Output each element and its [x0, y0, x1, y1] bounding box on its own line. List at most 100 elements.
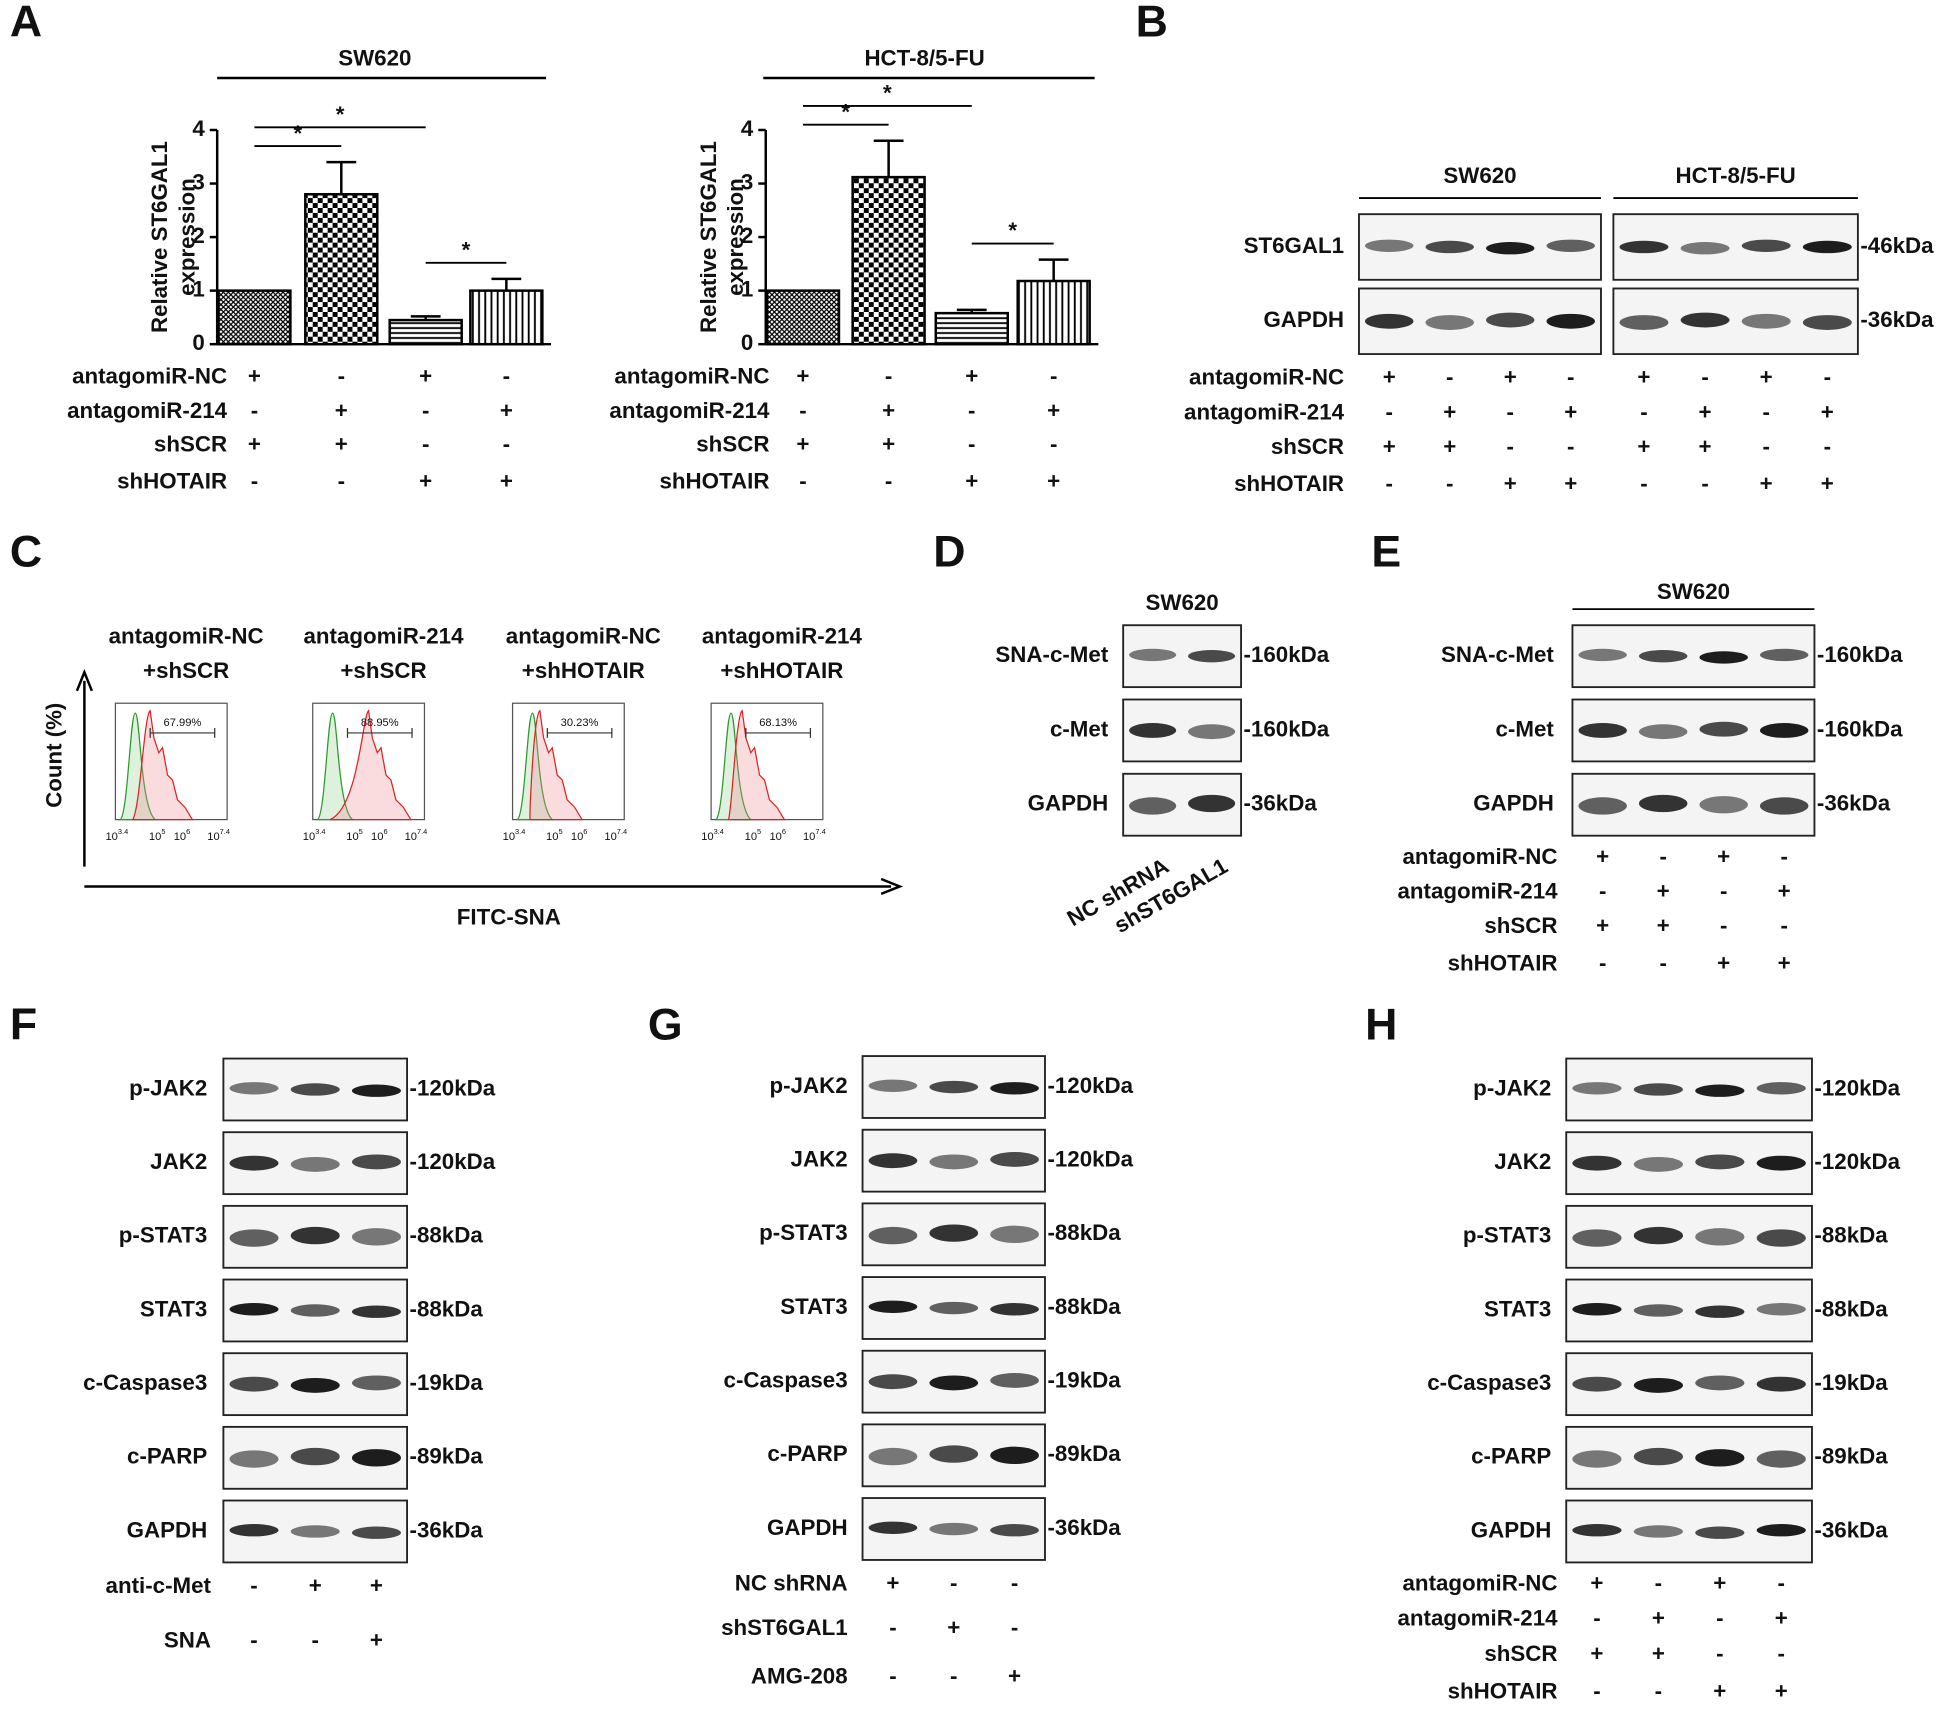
band	[929, 1224, 979, 1242]
band	[1802, 315, 1852, 330]
row-label: STAT3	[1484, 1296, 1551, 1321]
x-tick-exponent: 6	[186, 827, 190, 836]
condition-sign: -	[312, 1628, 319, 1653]
flow-title: antagomiR-NC	[506, 624, 661, 649]
condition-sign: +	[1008, 1663, 1021, 1688]
histogram-frame	[114, 702, 228, 821]
condition-sign: -	[1701, 365, 1708, 390]
band	[1638, 724, 1688, 740]
row-label: GAPDH	[767, 1515, 848, 1540]
row-label: c-Met	[1496, 716, 1555, 741]
significance-label: *	[1008, 218, 1017, 243]
condition-label: antagomiR-214	[1398, 879, 1559, 904]
condition-label: antagomiR-214	[67, 398, 228, 423]
x-tick-base: 10	[701, 831, 713, 843]
condition-sign: +	[1699, 434, 1712, 459]
error-bar	[491, 277, 522, 291]
sample-histogram	[131, 709, 194, 821]
y-axis-label: Count (%)	[42, 703, 67, 808]
band	[1486, 312, 1535, 328]
condition-sign: +	[1717, 844, 1730, 869]
band	[1633, 1447, 1683, 1466]
y-axis-label: Relative ST6GAL1	[147, 141, 172, 333]
condition-sign: -	[968, 432, 975, 457]
condition-sign: -	[251, 469, 258, 494]
control-histogram	[515, 712, 554, 821]
band	[1741, 313, 1791, 329]
band	[1572, 1082, 1622, 1095]
x-tick-exponent: 5	[359, 827, 363, 836]
bar	[469, 289, 544, 346]
band	[1638, 794, 1688, 813]
band	[868, 1521, 918, 1534]
significance-label: *	[883, 81, 892, 106]
condition-sign: +	[1564, 471, 1577, 496]
y-tick-label: 1	[741, 277, 753, 302]
band	[868, 1374, 918, 1390]
row-label: JAK2	[1494, 1149, 1551, 1174]
histogram-frame	[312, 702, 426, 821]
condition-sign: -	[950, 1571, 957, 1596]
condition-sign: +	[1821, 399, 1834, 424]
gate	[546, 727, 613, 738]
y-tick-label: 2	[741, 223, 753, 248]
condition-sign: -	[1701, 471, 1708, 496]
condition-sign: -	[251, 398, 258, 423]
condition-sign: -	[799, 398, 806, 423]
band	[1756, 1155, 1806, 1171]
x-tick-exponent: 6	[782, 827, 786, 836]
condition-sign: -	[1762, 399, 1769, 424]
condition-label: shHOTAIR	[1448, 950, 1558, 975]
band	[868, 1153, 918, 1169]
row-label: SNA-c-Met	[1441, 642, 1554, 667]
size-label: -36kDa	[410, 1517, 484, 1542]
band	[990, 1082, 1039, 1095]
y-axis-label: Relative ST6GAL1	[696, 141, 721, 333]
sample-histogram	[329, 709, 412, 821]
condition-sign: +	[882, 398, 895, 423]
row-label: c-PARP	[767, 1441, 847, 1466]
condition-sign: -	[968, 398, 975, 423]
band	[1633, 1377, 1683, 1393]
condition-sign: -	[885, 469, 892, 494]
condition-sign: -	[1778, 1571, 1785, 1596]
row-label: JAK2	[791, 1147, 848, 1172]
flow-title: +shSCR	[143, 658, 229, 683]
x-tick-base: 10	[604, 831, 616, 843]
condition-sign: -	[1050, 364, 1057, 389]
x-tick-exponent: 6	[583, 827, 587, 836]
panel-letter: G	[648, 1000, 683, 1049]
condition-sign: +	[1821, 471, 1834, 496]
band	[868, 1226, 918, 1245]
row-label: p-STAT3	[759, 1220, 847, 1245]
chart-title: SW620	[338, 45, 411, 70]
condition-sign: +	[965, 469, 978, 494]
band	[290, 1304, 340, 1317]
condition-sign: -	[885, 364, 892, 389]
band	[1756, 1303, 1806, 1316]
row-label: GAPDH	[127, 1517, 208, 1542]
condition-sign: -	[1386, 399, 1393, 424]
condition-sign: -	[1593, 1605, 1600, 1630]
sample-histogram	[727, 709, 786, 821]
band	[929, 1445, 979, 1463]
band	[1699, 721, 1748, 737]
row-label: ST6GAL1	[1244, 233, 1344, 258]
condition-sign: -	[950, 1663, 957, 1688]
x-tick-exponent: 3.4	[315, 827, 325, 836]
condition-sign: +	[1652, 1641, 1665, 1666]
band	[1756, 1524, 1806, 1537]
band	[1633, 1156, 1683, 1172]
row-label: JAK2	[150, 1149, 207, 1174]
bar	[851, 175, 926, 346]
condition-label: shSCR	[696, 432, 769, 457]
band	[1486, 242, 1535, 255]
condition-sign: +	[1775, 1678, 1788, 1703]
condition-sign: +	[1383, 365, 1396, 390]
condition-sign: -	[250, 1573, 257, 1598]
band	[229, 1524, 279, 1537]
condition-sign: +	[1590, 1571, 1603, 1596]
condition-label: AMG-208	[751, 1663, 848, 1688]
significance-label: *	[841, 99, 850, 124]
condition-sign: +	[1699, 399, 1712, 424]
